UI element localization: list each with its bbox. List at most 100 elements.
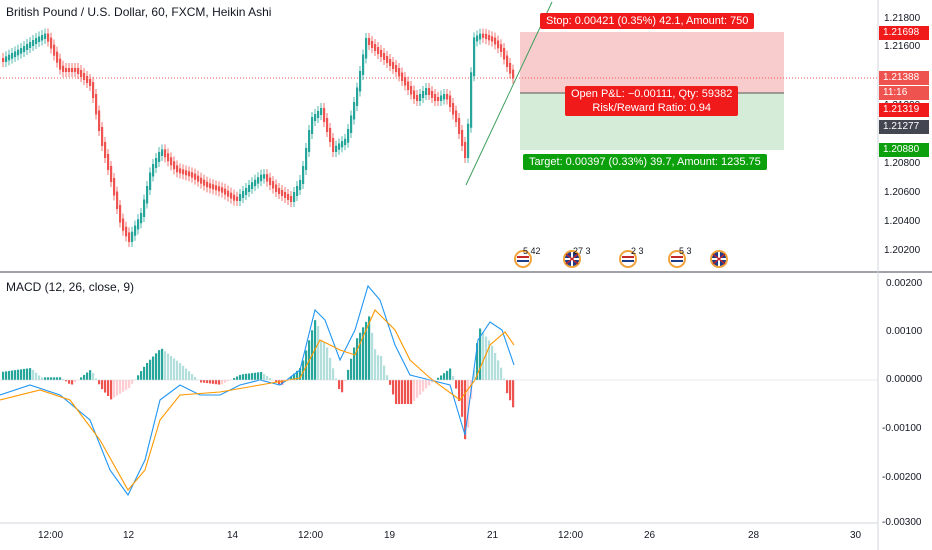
macd-histogram-bar [452, 376, 455, 380]
event-count: 27 3 [573, 246, 591, 256]
macd-histogram-bar [44, 377, 47, 380]
macd-histogram-bar [302, 360, 305, 380]
macd-histogram-bar [86, 372, 89, 380]
macd-histogram-bar [353, 347, 356, 380]
candle [302, 166, 305, 184]
macd-histogram-bar [260, 372, 263, 380]
trend-line[interactable] [465, 1, 553, 186]
macd-histogram-bar [359, 332, 362, 380]
candle [29, 42, 32, 48]
candle [221, 187, 224, 193]
macd-histogram-bar [371, 332, 374, 380]
candle [50, 37, 53, 49]
macd-histogram-bar [38, 375, 41, 380]
open-pnl-label[interactable]: Open P&L: −0.00111, Qty: 59382 Risk/Rewa… [565, 86, 739, 116]
candle [200, 177, 203, 184]
time-label: 26 [644, 530, 656, 541]
macd-histogram-bar [263, 374, 266, 380]
candle [428, 88, 431, 95]
candle [365, 38, 368, 59]
macd-histogram-bar [503, 378, 506, 380]
candle [164, 149, 167, 158]
event-marker[interactable] [708, 247, 734, 269]
macd-histogram-bar [113, 380, 116, 398]
macd-histogram-bar [98, 380, 101, 385]
macd-histogram-bar [428, 380, 431, 386]
stop-loss-zone[interactable] [520, 32, 784, 93]
event-marker[interactable]: 5 3 [664, 246, 696, 269]
event-marker[interactable]: 27 3 [560, 246, 600, 269]
macd-histogram-bar [401, 380, 404, 404]
candle [65, 68, 68, 72]
symbol-title[interactable]: British Pound / U.S. Dollar, 60, FXCM, H… [6, 5, 272, 19]
candle [116, 191, 119, 209]
macd-histogram-bar [461, 380, 464, 417]
macd-histogram-bar [332, 368, 335, 380]
candle [149, 172, 152, 190]
us-uk-flag-icon [668, 250, 686, 268]
macd-histogram-bar [29, 368, 32, 380]
stop-label[interactable]: Stop: 0.00421 (0.35%) 42.1, Amount: 750 [540, 13, 755, 29]
macd-histogram-bar [491, 345, 494, 380]
macd-indicator-label[interactable]: MACD (12, 26, close, 9) [6, 280, 135, 294]
entry-price-tag: 1.21319 [879, 103, 929, 117]
macd-histogram-bar [251, 373, 254, 380]
macd-histogram-bar [293, 373, 296, 380]
candle [158, 152, 161, 162]
macd-histogram-bar [404, 380, 407, 404]
macd-histogram-bar [140, 371, 143, 380]
macd-histogram-bar [92, 373, 95, 380]
event-marker[interactable]: 2 3 [616, 246, 652, 269]
price-tick: 1.20400 [884, 216, 921, 227]
macd-histogram-bar [23, 368, 26, 380]
macd-histogram-bar [479, 328, 482, 380]
macd-histogram-bar [143, 366, 146, 380]
macd-histogram-bar [47, 377, 50, 380]
macd-histogram-bar [17, 369, 20, 380]
candle [449, 95, 452, 107]
candle [497, 40, 500, 49]
candle [110, 166, 113, 182]
macd-histogram-bar [347, 369, 350, 380]
candle [467, 123, 470, 158]
candle [173, 161, 176, 170]
candle [188, 171, 191, 177]
candle [344, 138, 347, 146]
candle [455, 110, 458, 122]
candle [113, 178, 116, 196]
macd-histogram-bar [446, 370, 449, 380]
candle [419, 94, 422, 101]
macd-histogram-bar [245, 373, 248, 380]
time-label: 12:00 [558, 530, 584, 541]
macd-histogram-bar [155, 353, 158, 380]
target-label[interactable]: Target: 0.00397 (0.33%) 39.7, Amount: 12… [523, 154, 767, 170]
candle [416, 95, 419, 101]
macd-histogram-bar [236, 376, 239, 380]
us-uk-flag-icon [619, 250, 637, 268]
macd-histogram-bar [323, 342, 326, 380]
event-marker[interactable]: 5 42 [509, 246, 541, 269]
macd-histogram-bar [317, 326, 320, 380]
candle [281, 190, 284, 196]
candle [191, 172, 194, 178]
candle [74, 68, 77, 72]
candle [338, 143, 341, 150]
macd-histogram-bar [239, 374, 242, 380]
macd-histogram-bar [158, 350, 161, 380]
candle [245, 188, 248, 195]
macd-histogram-bar [56, 377, 59, 380]
candle [47, 33, 50, 42]
candle [242, 191, 245, 198]
candle [353, 102, 356, 120]
macd-histogram-bar [164, 351, 167, 380]
candle [332, 138, 335, 152]
macd-histogram-bar [233, 378, 236, 380]
macd-histogram-bar [425, 380, 428, 389]
candle [464, 142, 467, 158]
macd-histogram-bar [494, 353, 497, 380]
candle [446, 94, 449, 100]
macd-histogram-bar [83, 374, 86, 380]
candle [293, 192, 296, 202]
